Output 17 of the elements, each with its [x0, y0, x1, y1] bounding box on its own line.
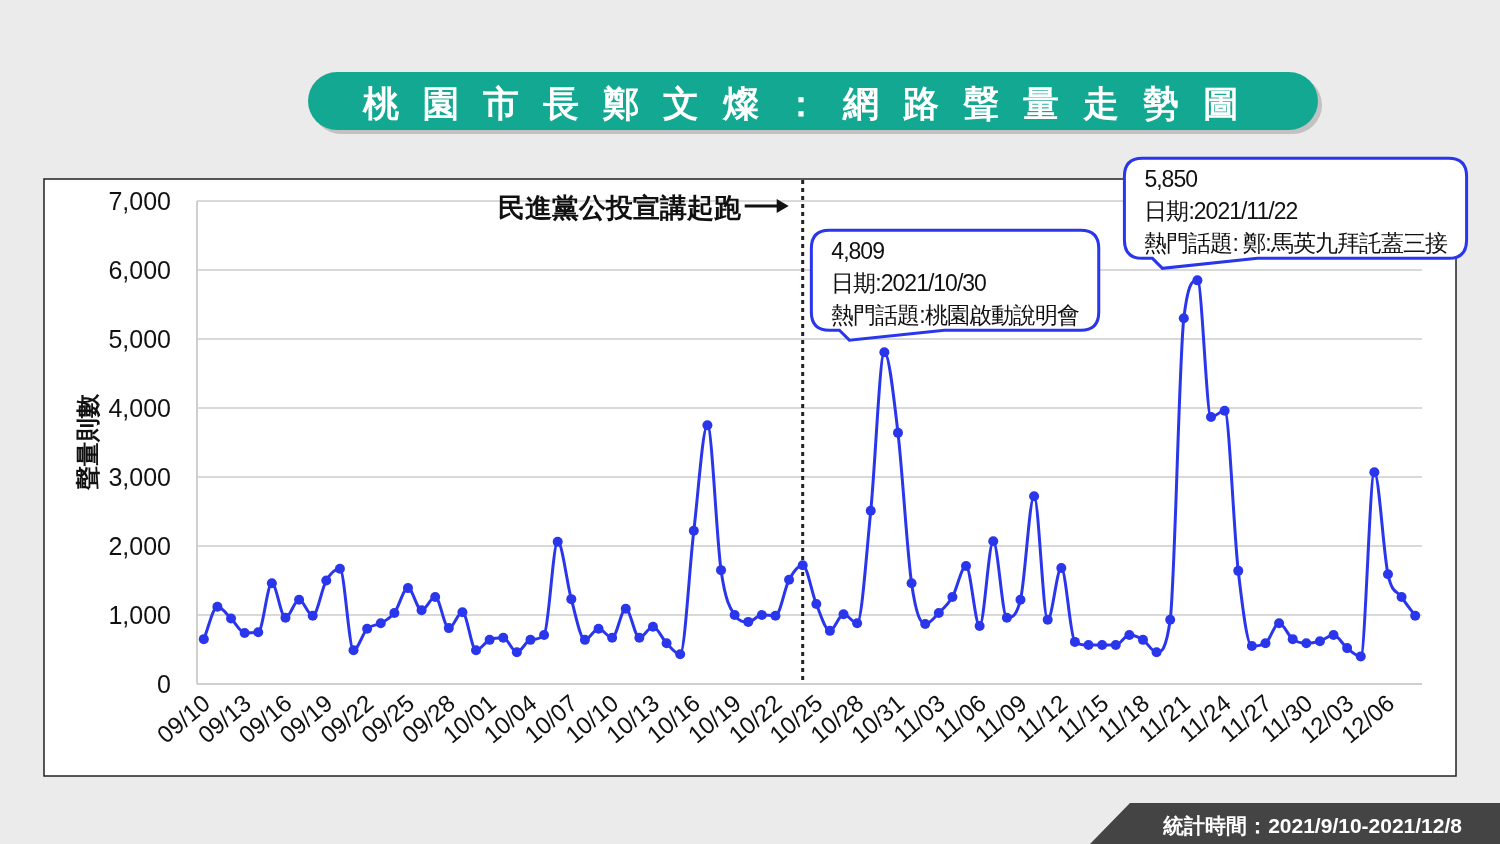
y-tick-label: 2,000	[108, 532, 171, 560]
callout: 4,809 日期:2021/10/30 熱門話題:桃園啟動說明會	[809, 228, 1101, 342]
y-tick-label: 7,000	[108, 187, 171, 215]
chart-title: 桃園市長鄭文燦：網路聲量走勢圖	[362, 83, 1263, 124]
y-tick-label: 5,000	[108, 325, 171, 353]
annotation: 5,850 日期:2021/11/22 熱門話題: 鄭:馬英九拜託蓋三接	[1144, 166, 1448, 257]
y-tick-label: 6,000	[108, 256, 171, 284]
annotation: 4,809 日期:2021/10/30 熱門話題:桃園啟動說明會	[831, 238, 1079, 329]
y-tick-label: 1,000	[108, 601, 171, 629]
footer: 統計時間：2021/9/10-2021/12/8	[1090, 803, 1500, 844]
callout: 5,850 日期:2021/11/22 熱門話題: 鄭:馬英九拜託蓋三接	[1122, 156, 1469, 270]
y-tick-label: 3,000	[108, 463, 171, 491]
y-tick-label: 4,000	[108, 394, 171, 422]
ref-line-label: 民進黨公投宣講起跑	[497, 193, 742, 223]
y-tick-label: 0	[157, 670, 171, 698]
y-axis-title: 聲量則數	[74, 393, 101, 491]
title: 桃園市長鄭文燦：網路聲量走勢圖	[308, 72, 1322, 134]
